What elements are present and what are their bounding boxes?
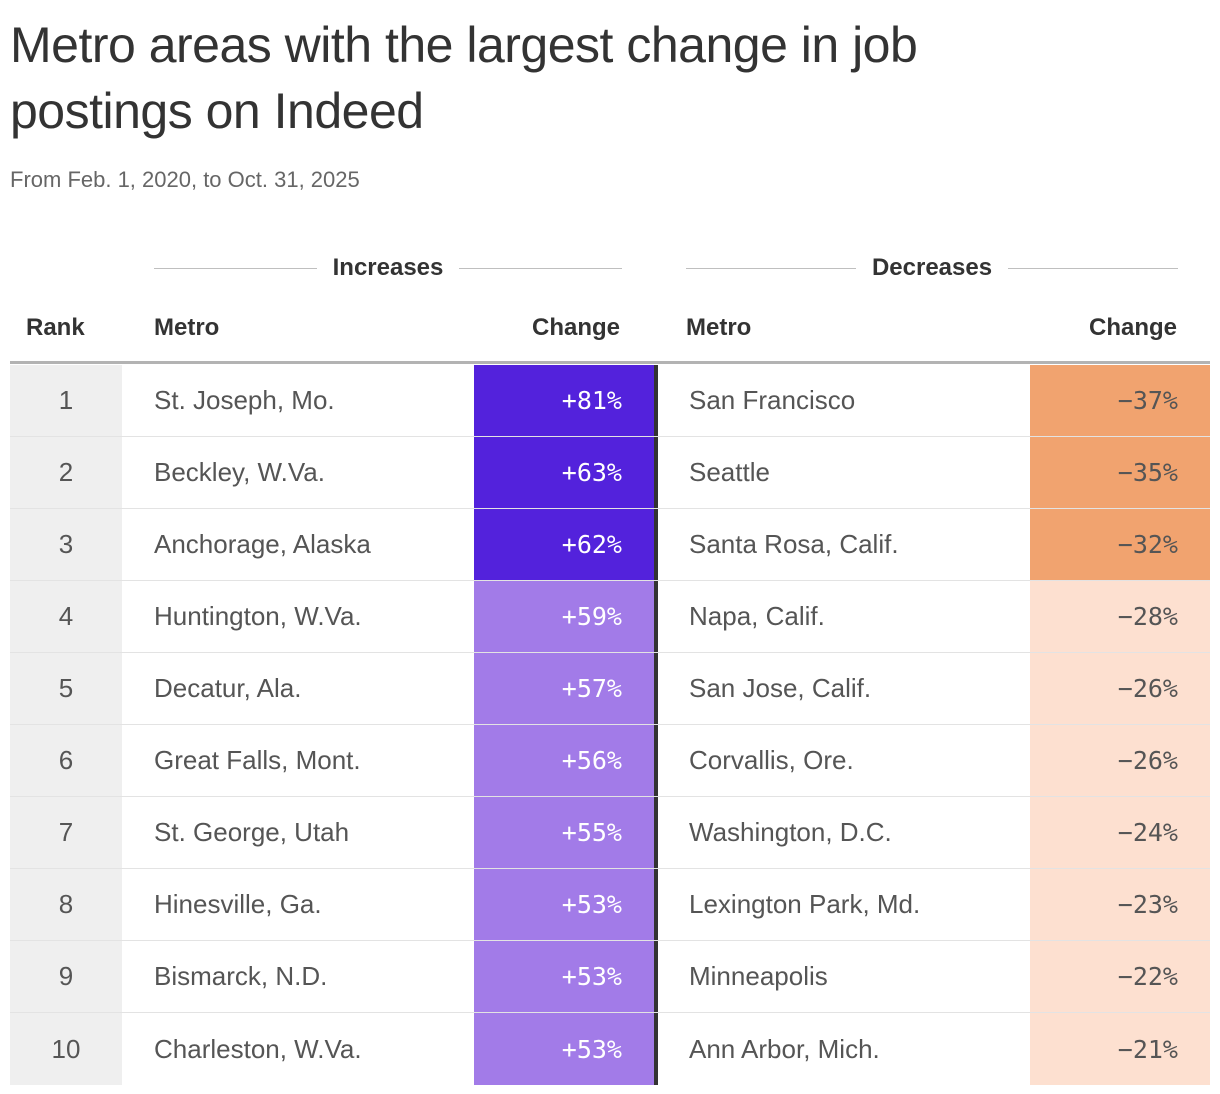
increase-change-cell: +53% <box>474 1013 654 1085</box>
column-header-rank: Rank <box>26 314 85 341</box>
header-divider <box>10 361 1210 364</box>
rank-cell: 5 <box>10 653 122 724</box>
group-divider <box>654 581 658 652</box>
table-row: 2 Beckley, W.Va. +63% Seattle −35% <box>10 437 1210 509</box>
increase-metro-cell: Decatur, Ala. <box>154 673 302 703</box>
increase-change-cell: +53% <box>474 941 654 1012</box>
rank-cell: 9 <box>10 941 122 1012</box>
decrease-metro-cell: Napa, Calif. <box>689 601 825 631</box>
increases-label: Increases <box>332 254 444 281</box>
increase-metro-cell: Huntington, W.Va. <box>154 601 362 631</box>
increase-change-cell: +56% <box>474 725 654 796</box>
column-header-change-decreases: Change <box>1088 314 1177 341</box>
decrease-metro-cell: Lexington Park, Md. <box>689 889 921 919</box>
decrease-metro-cell: Corvallis, Ore. <box>689 745 854 775</box>
decrease-change-cell: −26% <box>1030 653 1210 724</box>
decreases-label: Decreases <box>871 254 993 281</box>
increase-metro-cell: Charleston, W.Va. <box>154 1033 362 1064</box>
increase-change-cell: +57% <box>474 653 654 724</box>
increase-metro-cell: Beckley, W.Va. <box>154 457 325 487</box>
increase-metro-cell: Great Falls, Mont. <box>154 745 361 775</box>
increase-change-cell: +59% <box>474 581 654 652</box>
decrease-metro-cell: Washington, D.C. <box>689 817 892 847</box>
increase-metro-cell: St. Joseph, Mo. <box>154 385 335 415</box>
rank-cell: 6 <box>10 725 122 796</box>
column-header-metro-increases: Metro <box>154 314 220 341</box>
column-header-change-increases: Change <box>531 314 620 341</box>
rank-cell: 2 <box>10 437 122 508</box>
decrease-metro-cell: Santa Rosa, Calif. <box>689 529 899 559</box>
increases-group-header: Increases <box>154 250 623 286</box>
table-body: 1 St. Joseph, Mo. +81% San Francisco −37% 2 Be… <box>10 365 1210 1085</box>
increase-change-cell: +55% <box>474 797 654 868</box>
group-divider <box>654 437 658 508</box>
decrease-change-cell: −32% <box>1030 509 1210 580</box>
increase-change-cell: +53% <box>474 869 654 940</box>
table-row: 3 Anchorage, Alaska +62% Santa Rosa, Calif.… <box>10 509 1210 581</box>
rank-cell: 8 <box>10 869 122 940</box>
decrease-change-cell: −26% <box>1030 725 1210 796</box>
table-row: 4 Huntington, W.Va. +59% Napa, Calif. −28% <box>10 581 1210 653</box>
decrease-metro-cell: San Jose, Calif. <box>689 673 872 703</box>
column-header-metro-decreases: Metro <box>686 314 752 341</box>
table-row: 10 Charleston, W.Va. +53% Ann Arbor, Mich. −… <box>10 1013 1210 1085</box>
decrease-change-cell: −35% <box>1030 437 1210 508</box>
group-divider <box>654 725 658 796</box>
table-row: 7 St. George, Utah +55% Washington, D.C. −24… <box>10 797 1210 869</box>
decrease-metro-cell: Minneapolis <box>689 961 828 991</box>
increase-change-cell: +81% <box>474 365 654 436</box>
table-row: 9 Bismarck, N.D. +53% Minneapolis −22% <box>10 941 1210 1013</box>
increase-metro-cell: St. George, Utah <box>154 817 350 847</box>
group-divider <box>654 1013 658 1085</box>
rank-cell: 1 <box>10 365 122 436</box>
decrease-change-cell: −21% <box>1030 1013 1210 1085</box>
increase-metro-cell: Anchorage, Alaska <box>154 529 371 559</box>
chart-subtitle: From Feb. 1, 2020, to Oct. 31, 2025 <box>10 167 360 192</box>
table-row: 8 Hinesville, Ga. +53% Lexington Park, Md. −… <box>10 869 1210 941</box>
decrease-metro-cell: Seattle <box>689 457 770 487</box>
group-rule-right <box>459 267 623 269</box>
group-rule-right <box>1008 267 1179 269</box>
decrease-change-cell: −28% <box>1030 581 1210 652</box>
group-divider <box>654 941 658 1012</box>
decrease-change-cell: −37% <box>1030 365 1210 436</box>
group-rule-left <box>686 267 856 269</box>
decrease-change-cell: −24% <box>1030 797 1210 868</box>
table-row: 5 Decatur, Ala. +57% San Jose, Calif. −26% <box>10 653 1210 725</box>
rank-cell: 3 <box>10 509 122 580</box>
table-row: 1 St. Joseph, Mo. +81% San Francisco −37% <box>10 365 1210 437</box>
group-divider <box>654 797 658 868</box>
group-rule-left <box>154 267 317 269</box>
chart-title: Metro areas with the largest change in j… <box>10 17 918 139</box>
increase-change-cell: +63% <box>474 437 654 508</box>
decrease-change-cell: −23% <box>1030 869 1210 940</box>
increase-change-cell: +62% <box>474 509 654 580</box>
rank-cell: 10 <box>10 1013 122 1085</box>
group-divider <box>654 869 658 940</box>
decrease-metro-cell: San Francisco <box>689 385 856 415</box>
decrease-metro-cell: Ann Arbor, Mich. <box>689 1033 880 1064</box>
increase-metro-cell: Bismarck, N.D. <box>154 961 328 991</box>
decrease-change-cell: −22% <box>1030 941 1210 1012</box>
increase-metro-cell: Hinesville, Ga. <box>154 889 322 919</box>
table-row: 6 Great Falls, Mont. +56% Corvallis, Ore. −2… <box>10 725 1210 797</box>
rank-cell: 4 <box>10 581 122 652</box>
group-divider <box>654 509 658 580</box>
group-divider <box>654 365 658 436</box>
group-divider <box>654 653 658 724</box>
rank-cell: 7 <box>10 797 122 868</box>
decreases-group-header: Decreases <box>686 250 1179 286</box>
